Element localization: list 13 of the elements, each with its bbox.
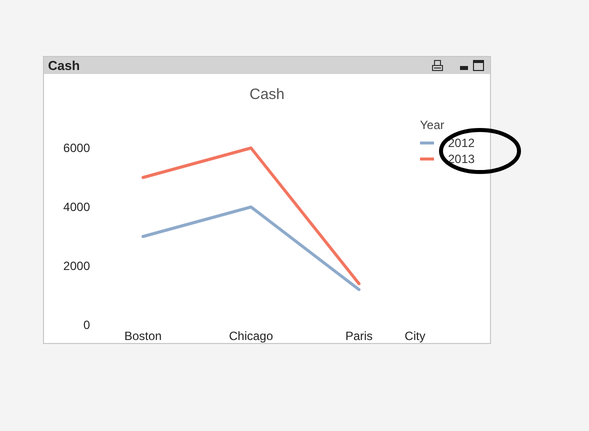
- y-tick-label: 2000: [63, 259, 90, 273]
- y-tick-label: 0: [83, 318, 90, 332]
- legend-label: 2013: [448, 152, 476, 166]
- chart-title: Cash: [249, 86, 285, 103]
- text: Cash: [48, 58, 80, 73]
- x-tick-label: Paris: [345, 329, 373, 343]
- x-tick-label: Chicago: [228, 329, 274, 343]
- x-axis-title: City: [404, 329, 426, 343]
- legend-label: 2012: [448, 136, 476, 150]
- legend-title: Year: [420, 118, 444, 132]
- x-tick-label: Boston: [124, 329, 162, 343]
- y-tick-label: 4000: [63, 200, 90, 214]
- y-tick-label: 6000: [63, 141, 90, 155]
